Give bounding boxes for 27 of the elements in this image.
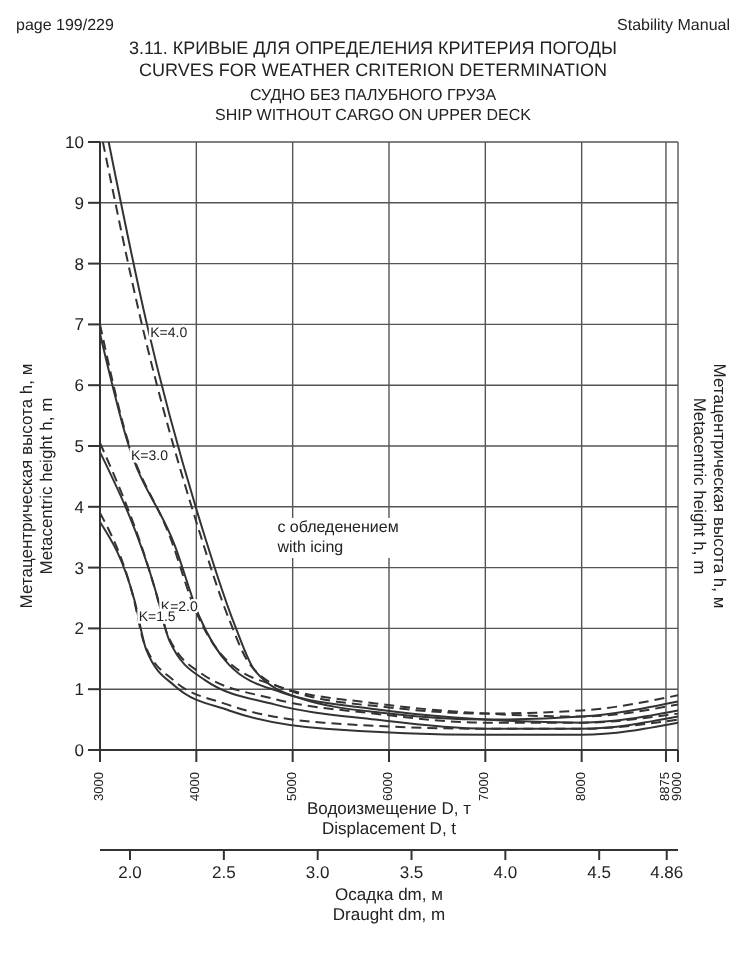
text: Метацентрическая высота h, м Metacentric height h, m — [16, 363, 56, 609]
y-tick-label: 4 — [74, 496, 85, 517]
y-tick-label: 2 — [74, 618, 85, 639]
y-tick-label: 7 — [74, 314, 85, 335]
text: page 199/229 — [16, 16, 114, 34]
x2-tick-label: 4.86 — [650, 862, 684, 882]
x2-axis-title: Осадка dm, м Draught dm, m — [332, 884, 446, 924]
chart-subtitle: СУДНО БЕЗ ПАЛУБНОГО ГРУЗА SHIP WITHOUT CARGO ON UPPER DECK — [213, 86, 533, 126]
y-tick-label: 6 — [74, 375, 85, 396]
y-tick-label: 9 — [74, 192, 85, 213]
y-axis-title: Метацентрическая высота h, м Metacentric height h, m — [690, 361, 730, 613]
x2-tick-label: 2.0 — [118, 862, 143, 882]
y-tick-label: 8 — [74, 253, 85, 274]
x2-tick-label: 3.5 — [399, 862, 424, 882]
text: Stability Manual — [617, 16, 730, 34]
chart-title: 3.11. КРИВЫЕ ДЛЯ ОПРЕДЕЛЕНИЯ КРИТЕРИЯ ПОГОДЫ CURVES FOR WEATHER CRITERION DETERMINATION — [127, 38, 619, 82]
x2-tick-label: 3.0 — [305, 862, 331, 882]
y-tick-label: 10 — [65, 132, 85, 153]
y-tick-label: 5 — [74, 436, 85, 457]
x2-tick-label: 4.5 — [587, 862, 612, 882]
y-tick-label: 3 — [74, 557, 85, 578]
x-axis-title: Водоизмещение D, т Displacement D, t — [306, 798, 472, 838]
annotation: с обледенением with icing — [277, 518, 399, 559]
y-tick-label: 0 — [74, 740, 85, 761]
y-tick-label: 1 — [74, 679, 85, 700]
x2-tick-label: 2.5 — [212, 862, 237, 882]
x2-tick-label: 4.0 — [493, 862, 518, 882]
